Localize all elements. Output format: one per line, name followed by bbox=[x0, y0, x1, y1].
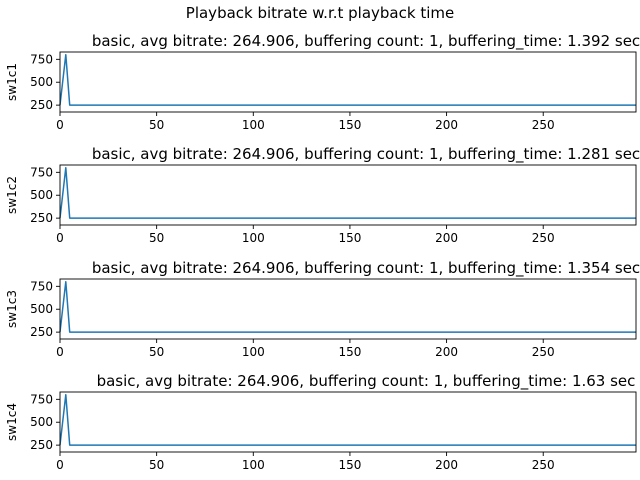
x-tick-label: 50 bbox=[149, 345, 164, 359]
y-tick-label: 250 bbox=[30, 211, 53, 225]
y-tick-label: 750 bbox=[30, 392, 53, 406]
y-tick-label: 250 bbox=[30, 98, 53, 112]
subplot-title: basic, avg bitrate: 264.906, buffering c… bbox=[92, 259, 640, 278]
x-tick-label: 200 bbox=[435, 118, 458, 132]
x-tick-label: 250 bbox=[532, 345, 555, 359]
y-axis-label: sw1c1 bbox=[5, 63, 19, 101]
figure-suptitle: Playback bitrate w.r.t playback time bbox=[186, 4, 454, 22]
x-tick-label: 50 bbox=[149, 231, 164, 245]
y-axis-label: sw1c2 bbox=[5, 176, 19, 214]
x-tick-label: 0 bbox=[56, 118, 64, 132]
y-tick-label: 500 bbox=[30, 75, 53, 89]
y-tick-label: 750 bbox=[30, 279, 53, 293]
y-tick-label: 250 bbox=[30, 325, 53, 339]
x-tick-label: 150 bbox=[338, 231, 361, 245]
subplots: basic, avg bitrate: 264.906, buffering c… bbox=[5, 32, 640, 472]
y-tick-label: 500 bbox=[30, 302, 53, 316]
x-tick-label: 100 bbox=[242, 458, 265, 472]
x-tick-label: 200 bbox=[435, 458, 458, 472]
y-tick-label: 500 bbox=[30, 188, 53, 202]
subplot-title: basic, avg bitrate: 264.906, buffering c… bbox=[97, 372, 636, 391]
subplot-title: basic, avg bitrate: 264.906, buffering c… bbox=[92, 32, 640, 51]
series-line bbox=[59, 166, 636, 219]
series-line bbox=[59, 53, 636, 106]
y-tick-label: 250 bbox=[30, 438, 53, 452]
y-axis-label: sw1c4 bbox=[5, 403, 19, 441]
subplot-2: basic, avg bitrate: 264.906, buffering c… bbox=[5, 145, 640, 245]
plot-frame bbox=[59, 51, 637, 113]
x-tick-label: 150 bbox=[338, 118, 361, 132]
x-tick-label: 0 bbox=[56, 345, 64, 359]
plot-frame bbox=[59, 164, 637, 226]
subplot-4: basic, avg bitrate: 264.906, buffering c… bbox=[5, 372, 637, 472]
plot-frame bbox=[59, 391, 637, 453]
x-tick-label: 200 bbox=[435, 345, 458, 359]
y-tick-label: 750 bbox=[30, 165, 53, 179]
series-line bbox=[59, 280, 636, 333]
x-tick-label: 100 bbox=[242, 118, 265, 132]
x-tick-label: 250 bbox=[532, 231, 555, 245]
subplot-1: basic, avg bitrate: 264.906, buffering c… bbox=[5, 32, 640, 132]
x-tick-label: 0 bbox=[56, 231, 64, 245]
y-axis-label: sw1c3 bbox=[5, 290, 19, 328]
x-tick-label: 50 bbox=[149, 458, 164, 472]
x-tick-label: 250 bbox=[532, 458, 555, 472]
x-tick-label: 250 bbox=[532, 118, 555, 132]
y-tick-label: 750 bbox=[30, 52, 53, 66]
x-tick-label: 150 bbox=[338, 345, 361, 359]
subplot-3: basic, avg bitrate: 264.906, buffering c… bbox=[5, 259, 640, 359]
x-tick-label: 200 bbox=[435, 231, 458, 245]
y-tick-label: 500 bbox=[30, 415, 53, 429]
series-line bbox=[59, 393, 636, 446]
x-tick-label: 100 bbox=[242, 345, 265, 359]
subplot-title: basic, avg bitrate: 264.906, buffering c… bbox=[92, 145, 640, 164]
plot-frame bbox=[59, 278, 637, 340]
x-tick-label: 50 bbox=[149, 118, 164, 132]
x-tick-label: 100 bbox=[242, 231, 265, 245]
x-tick-label: 150 bbox=[338, 458, 361, 472]
x-tick-label: 0 bbox=[56, 458, 64, 472]
